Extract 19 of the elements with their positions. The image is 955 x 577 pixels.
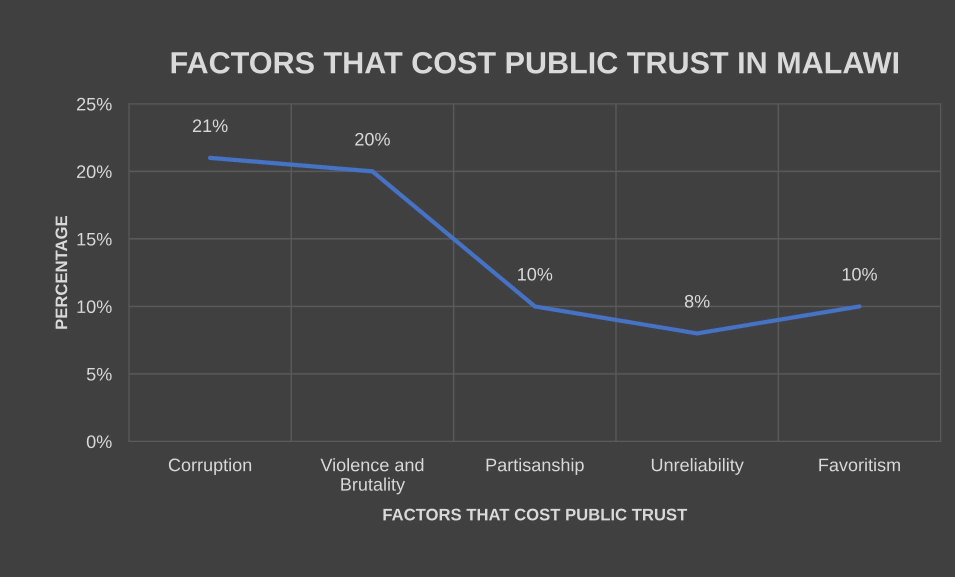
- y-tick-label: 0%: [86, 435, 112, 448]
- data-label: 10%: [518, 268, 552, 281]
- data-label: 8%: [684, 294, 710, 308]
- data-label: 10%: [842, 268, 877, 281]
- y-axis-title: PERCENTAGE: [55, 216, 68, 329]
- x-tick-label: Corruption: [168, 458, 252, 475]
- y-tick-label: 25%: [77, 98, 112, 111]
- x-tick-label: Partisanship: [486, 458, 584, 475]
- data-label: 20%: [355, 132, 390, 146]
- x-tick-label: Unreliability: [652, 458, 744, 475]
- y-tick-label: 20%: [77, 165, 112, 178]
- y-tick-label: 5%: [86, 368, 112, 381]
- chart-title: FACTORS THAT COST PUBLIC TRUST IN MALAWI: [172, 52, 898, 74]
- data-label: 21%: [192, 119, 228, 132]
- x-tick-label: Violence and Brutality: [320, 458, 424, 494]
- y-tick-label: 10%: [78, 300, 112, 314]
- x-tick-label: Favoritism: [819, 458, 900, 472]
- y-tick-label: 15%: [78, 232, 112, 246]
- x-axis-title: FACTORS THAT COST PUBLIC TRUST: [383, 508, 688, 520]
